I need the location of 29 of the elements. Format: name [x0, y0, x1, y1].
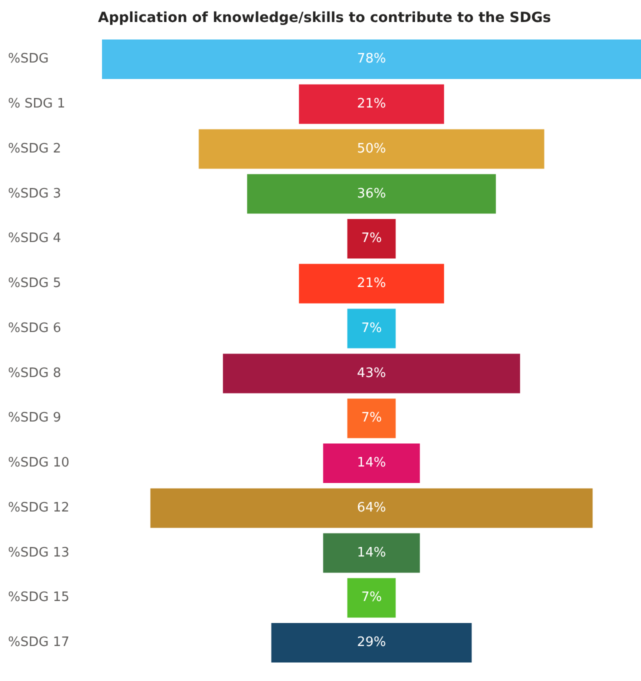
data-label: 21% — [357, 276, 386, 292]
data-label: 36% — [357, 186, 386, 202]
category-label: %SDG 10 — [8, 456, 70, 471]
data-label: 14% — [357, 545, 386, 560]
data-label: 7% — [361, 410, 382, 426]
category-label: %SDG — [8, 52, 49, 67]
category-label: %SDG 12 — [8, 500, 70, 516]
text: Application of knowledge/skills to contribute to the SDGs — [98, 10, 552, 26]
category-label: %SDG 4 — [8, 231, 62, 246]
category-label: %SDG 3 — [8, 186, 62, 202]
category-label: % SDG 1 — [8, 96, 66, 112]
data-label: 50% — [357, 141, 386, 156]
data-label: 43% — [357, 366, 386, 381]
data-label: 7% — [361, 590, 382, 606]
category-label: %SDG 17 — [8, 635, 70, 650]
category-label: %SDG 2 — [8, 141, 62, 156]
category-label: %SDG 15 — [8, 590, 70, 606]
category-label: %SDG 13 — [8, 545, 70, 560]
category-label: %SDG 8 — [8, 366, 62, 381]
data-label: 14% — [357, 456, 386, 471]
data-label: 78% — [357, 52, 386, 67]
category-label: %SDG 9 — [8, 410, 62, 426]
category-label: %SDG 5 — [8, 276, 62, 292]
data-label: 64% — [357, 500, 386, 516]
data-label: 7% — [361, 231, 382, 246]
data-label: 7% — [361, 320, 382, 336]
data-label: 29% — [357, 635, 386, 650]
data-label: 21% — [357, 96, 386, 112]
category-label: %SDG 6 — [8, 320, 62, 336]
